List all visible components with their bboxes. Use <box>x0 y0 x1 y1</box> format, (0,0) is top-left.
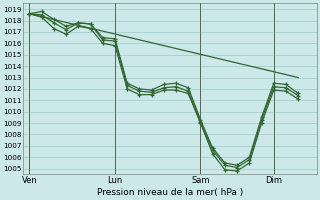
X-axis label: Pression niveau de la mer( hPa ): Pression niveau de la mer( hPa ) <box>97 188 243 197</box>
